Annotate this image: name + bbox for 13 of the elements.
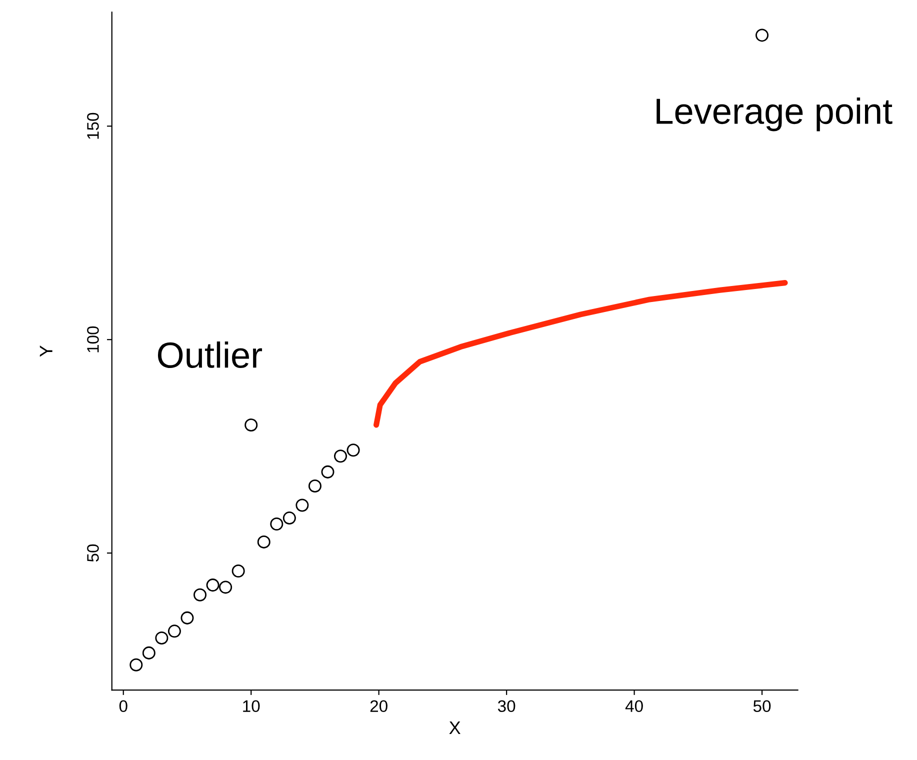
y-tick-label: 100 — [87, 326, 99, 352]
annotation: Leverage point — [656, 98, 892, 132]
y-tick-label: 50 — [87, 544, 99, 562]
x-tick-label: 20 — [370, 700, 388, 712]
y-axis-title: Y — [40, 345, 52, 357]
x-tick-label: 10 — [243, 700, 260, 712]
x-tick-label: 40 — [625, 700, 643, 712]
x-tick-label: 0 — [119, 700, 128, 712]
y-tick-label: 150 — [87, 112, 99, 139]
x-axis-title: X — [449, 722, 460, 734]
x-tick-label: 50 — [753, 700, 771, 712]
x-tick-label: 30 — [498, 700, 516, 712]
annotation: Outlier — [158, 341, 262, 368]
